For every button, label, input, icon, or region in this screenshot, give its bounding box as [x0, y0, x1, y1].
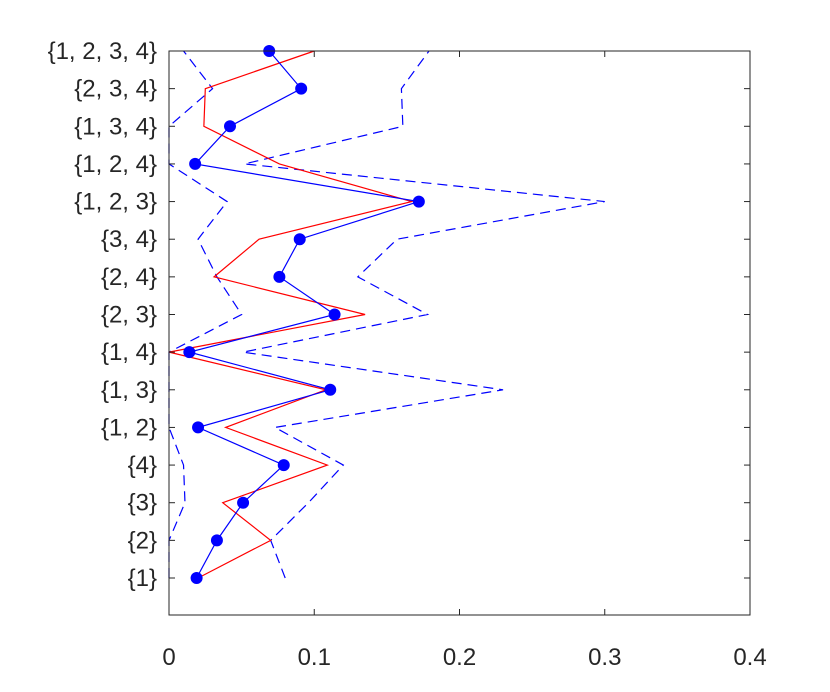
data-point [183, 346, 196, 359]
y-tick-label: {2, 3} [101, 302, 157, 329]
data-point [324, 383, 337, 396]
x-tick-label: 0.4 [733, 644, 766, 671]
series-layer [168, 45, 605, 584]
data-point [192, 421, 205, 434]
data-point [412, 195, 425, 208]
y-tick-label: {2} [128, 527, 157, 554]
axis-layer: {1} {2} {3} {4} {1, 2} {1, 3} {1, 4} {2, 3} {2, … [48, 38, 767, 671]
series-line-3 [168, 50, 243, 578]
series-line-2 [242, 50, 605, 579]
series-line-1 [168, 50, 414, 579]
data-point [293, 233, 306, 246]
data-point [190, 572, 203, 584]
y-tick-label: {1, 4} [101, 339, 157, 366]
y-tick-label: {1, 2, 4} [74, 151, 157, 178]
y-tick-label: {2, 3, 4} [74, 76, 157, 103]
data-point [189, 157, 202, 170]
data-point [295, 82, 308, 95]
y-tick-label: {3} [128, 490, 157, 517]
data-point [328, 308, 341, 321]
y-tick-label: {1, 3} [101, 377, 157, 404]
x-tick-label: 0.1 [298, 644, 331, 671]
y-tick-label: {1, 2, 3, 4} [48, 38, 157, 65]
y-tick-label: {4} [128, 452, 157, 479]
x-tick-label: 0.3 [588, 644, 621, 671]
y-tick-label: {1, 2} [101, 414, 157, 441]
data-point [237, 496, 250, 509]
plot-area [169, 51, 750, 615]
y-tick-label: {2, 4} [101, 264, 157, 291]
y-tick-label: {3, 4} [101, 226, 157, 253]
y-tick-label: {1, 2, 3} [74, 189, 157, 216]
y-tick-label: {1, 3, 4} [74, 113, 157, 140]
y-tick-label: {1} [128, 565, 157, 592]
data-point [224, 120, 236, 133]
data-point [210, 534, 223, 547]
data-point [277, 459, 290, 472]
x-tick-label: 0.2 [443, 644, 476, 671]
data-point [273, 270, 286, 283]
x-tick-label: 0 [162, 644, 175, 671]
